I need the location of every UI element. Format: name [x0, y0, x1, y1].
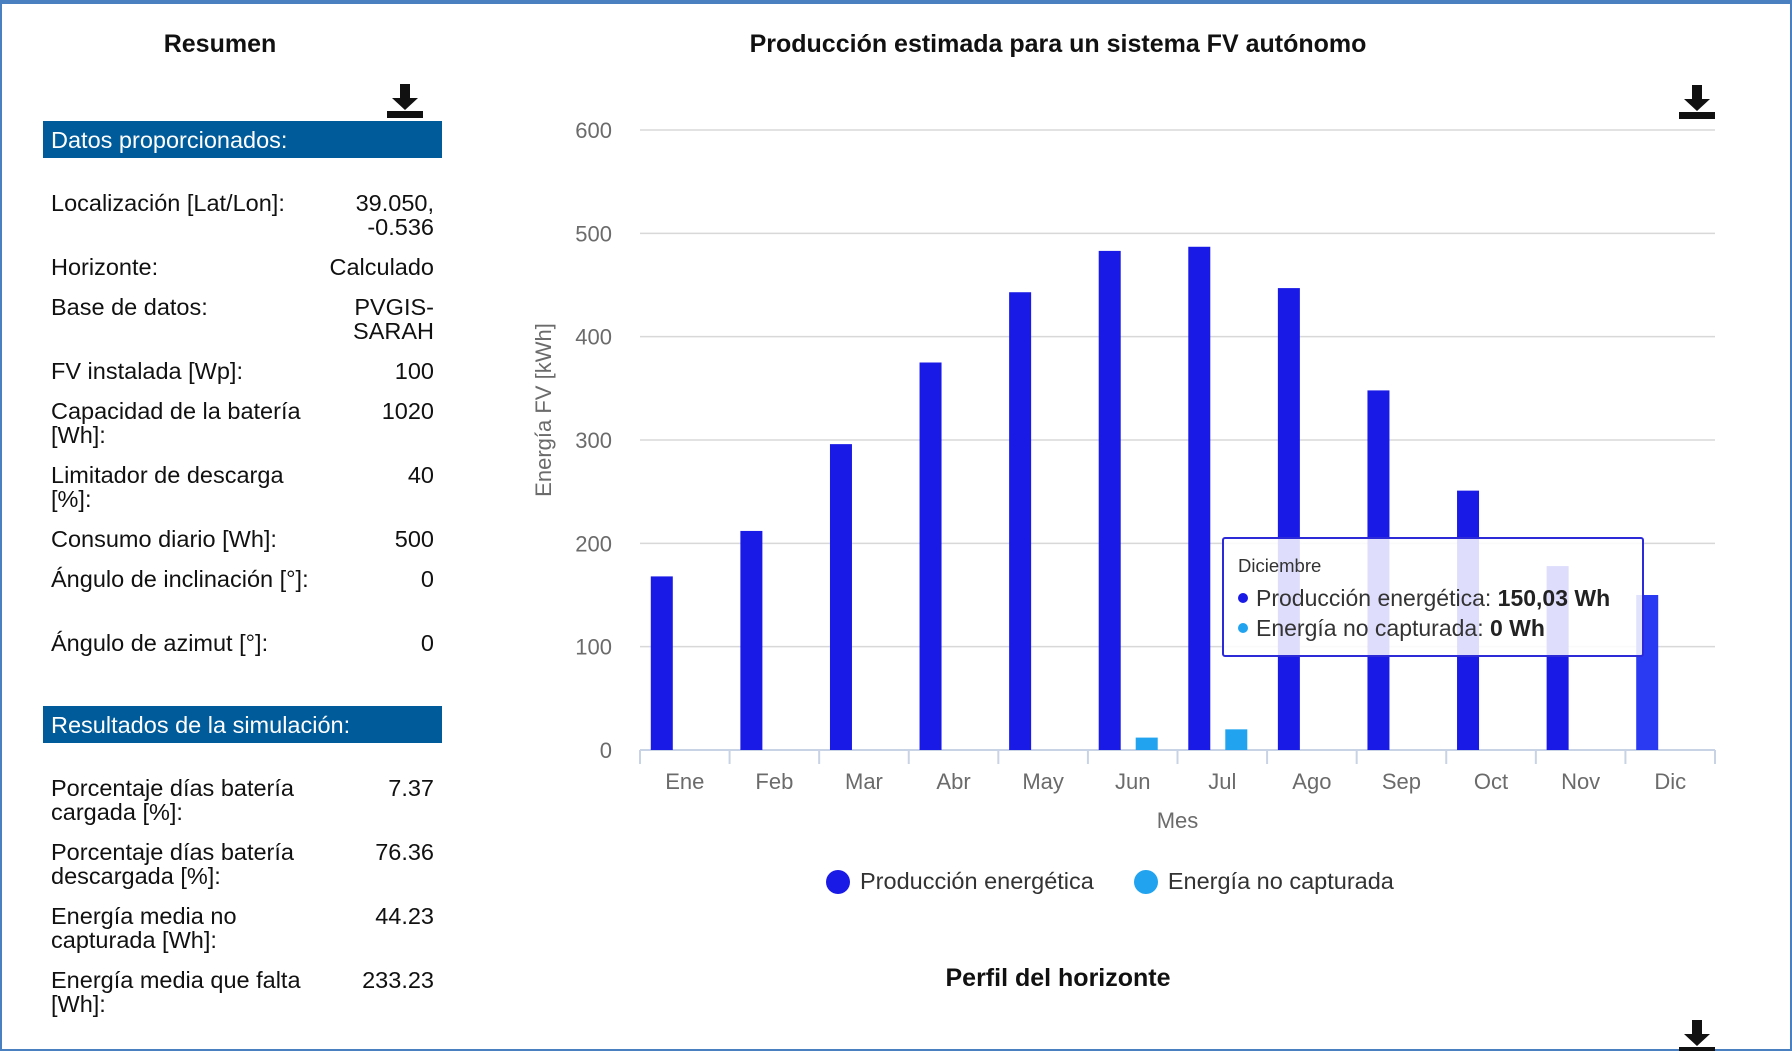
row-value: 40: [407, 462, 434, 488]
horizon-profile-title: Perfil del horizonte: [945, 964, 1171, 992]
table-row: FV instalada [Wp]: 100: [43, 359, 442, 399]
x-axis-title: Mes: [1157, 808, 1199, 833]
row-label: Energía media no capturada [Wh]:: [51, 903, 237, 953]
row-label: Consumo diario [Wh]:: [51, 526, 277, 552]
series-dot-icon: [1238, 622, 1248, 633]
download-icon[interactable]: [384, 80, 426, 120]
table-row: Ángulo de inclinación [°]: 0: [43, 567, 442, 631]
table-row: Localización [Lat/Lon]: 39.050, -0.536: [43, 191, 442, 255]
y-tick-label: 500: [575, 221, 612, 246]
x-tick-label: Mar: [845, 769, 883, 794]
x-tick-label: Oct: [1474, 769, 1508, 794]
summary-title: Resumen: [163, 30, 277, 58]
chart-legend: Producción energética Energía no captura…: [826, 868, 1394, 895]
x-tick-label: Abr: [936, 769, 970, 794]
row-value: 1020: [381, 398, 434, 424]
row-value: 0: [420, 566, 434, 592]
input-data-table: Localización [Lat/Lon]: 39.050, -0.536 Hor…: [43, 191, 442, 671]
x-tick-label: Jun: [1115, 769, 1150, 794]
bar-production: [919, 362, 942, 750]
row-label: Localización [Lat/Lon]:: [51, 190, 285, 216]
table-row: Energía media no capturada [Wh]: 44.23: [43, 904, 442, 968]
bar-production: [740, 530, 763, 750]
results-header: Resultados de la simulación:: [43, 706, 442, 743]
table-row: Consumo diario [Wh]: 500: [43, 527, 442, 567]
row-value: 0: [420, 630, 434, 656]
row-value: Calculado: [329, 254, 434, 280]
x-tick-label: Ene: [665, 769, 704, 794]
bar-production: [1188, 246, 1211, 750]
results-table: Porcentaje días batería cargada [%]: 7.37…: [43, 776, 442, 1032]
row-value: 44.23: [375, 903, 434, 929]
row-value: 100: [394, 358, 434, 384]
row-label: Base de datos:: [51, 294, 208, 320]
y-tick-label: 300: [575, 428, 612, 453]
row-value: PVGIS- SARAH: [353, 294, 434, 344]
bar-production: [1277, 288, 1300, 750]
table-row: Ángulo de azimut [°]: 0: [43, 631, 442, 671]
y-tick-label: 0: [600, 738, 612, 763]
x-tick-label: May: [1022, 769, 1064, 794]
bar-production: [650, 576, 673, 750]
series-dot-icon: [1238, 592, 1248, 603]
download-icon[interactable]: [1676, 1016, 1718, 1051]
table-row: Base de datos: PVGIS- SARAH: [43, 295, 442, 359]
y-tick-label: 200: [575, 531, 612, 556]
x-tick-label: Dic: [1654, 769, 1686, 794]
x-tick-label: Ago: [1292, 769, 1331, 794]
production-bar-chart: 0 100 200 300 400 500 600 Ene Feb Mar Abr May Jun Jul…: [531, 118, 1716, 833]
tooltip-title: Diciembre: [1238, 555, 1322, 576]
bar-production: [829, 444, 852, 750]
table-row: Energía media que falta [Wh]: 233.23: [43, 968, 442, 1032]
tooltip-row-production: Producción energética: 150,03 Wh: [1238, 583, 1628, 613]
row-value: 76.36: [375, 839, 434, 865]
download-icon[interactable]: [1676, 81, 1718, 121]
row-label: Limitador de descarga [%]:: [51, 462, 284, 512]
chart-tooltip: Diciembre Producción energética: 150,03 …: [1222, 537, 1644, 657]
y-axis-title: Energía FV [kWh]: [531, 323, 556, 497]
row-label: Ángulo de inclinación [°]:: [51, 566, 309, 592]
y-tick-label: 100: [575, 635, 612, 660]
bar-production: [1009, 292, 1032, 750]
row-value: 39.050, -0.536: [355, 190, 434, 240]
legend-dot-icon: [826, 869, 850, 894]
row-label: Horizonte:: [51, 254, 159, 280]
y-tick-label: 400: [575, 325, 612, 350]
table-row: Porcentaje días batería cargada [%]: 7.37: [43, 776, 442, 840]
row-label: Capacidad de la batería [Wh]:: [51, 398, 301, 448]
bar-production: [1098, 250, 1121, 750]
row-label: Porcentaje días batería descargada [%]:: [51, 839, 294, 889]
row-label: Porcentaje días batería cargada [%]:: [51, 775, 294, 825]
x-tick-label: Sep: [1382, 769, 1421, 794]
legend-item-production[interactable]: Producción energética: [826, 868, 1094, 895]
table-row: Porcentaje días batería descargada [%]: 7…: [43, 840, 442, 904]
chart-title: Producción estimada para un sistema FV a…: [749, 30, 1367, 58]
y-tick-label: 600: [575, 118, 612, 143]
legend-item-uncaptured[interactable]: Energía no capturada: [1133, 868, 1394, 895]
x-tick-label: Nov: [1561, 769, 1600, 794]
bar-uncaptured: [1135, 737, 1158, 750]
table-row: Limitador de descarga [%]: 40: [43, 463, 442, 527]
legend-dot-icon: [1133, 869, 1158, 894]
table-row: Capacidad de la batería [Wh]: 1020: [43, 399, 442, 463]
row-label: FV instalada [Wp]:: [51, 358, 243, 384]
input-data-header: Datos proporcionados:: [43, 121, 442, 158]
row-value: 7.37: [388, 775, 434, 801]
table-row: Horizonte: Calculado: [43, 255, 442, 295]
row-value: 500: [394, 526, 434, 552]
x-tick-label: Jul: [1208, 769, 1236, 794]
x-tick-label: Feb: [755, 769, 793, 794]
tooltip-row-uncaptured: Energía no capturada: 0 Wh: [1238, 613, 1628, 643]
row-label: Ángulo de azimut [°]:: [51, 630, 269, 656]
row-label: Energía media que falta [Wh]:: [51, 967, 301, 1017]
bar-uncaptured: [1225, 729, 1248, 750]
row-value: 233.23: [362, 967, 434, 993]
